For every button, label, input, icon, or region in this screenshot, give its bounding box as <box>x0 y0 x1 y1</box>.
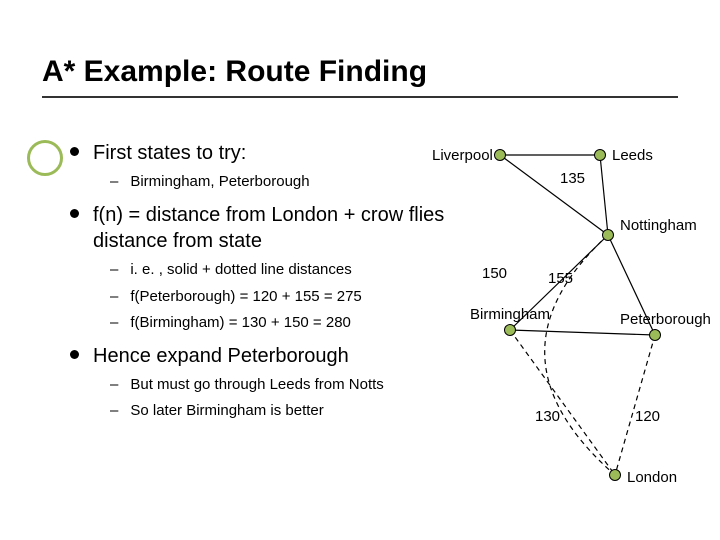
route-graph: LiverpoolLeedsNottinghamBirminghamPeterb… <box>440 130 720 510</box>
graph-edge <box>500 155 608 235</box>
graph-edge <box>600 155 608 235</box>
graph-node-london <box>609 469 621 481</box>
bullet-l1-text: First states to try: <box>93 140 246 166</box>
bullet-l1: f(n) = distance from London + crow flies… <box>70 202 450 254</box>
bullet-l2: –i. e. , solid + dotted line distances <box>110 260 450 280</box>
bullet-dot-icon <box>70 350 79 359</box>
graph-edge-label: 155 <box>548 270 573 287</box>
bullet-l1: First states to try: <box>70 140 450 166</box>
dash-icon: – <box>110 172 118 192</box>
page-title: A* Example: Route Finding <box>42 55 427 89</box>
graph-node-label: Peterborough <box>620 311 711 328</box>
graph-node-label: London <box>627 469 677 486</box>
graph-node-leeds <box>594 149 606 161</box>
bullet-l1-text: Hence expand Peterborough <box>93 343 349 369</box>
bullet-l2: –So later Birmingham is better <box>110 401 450 421</box>
graph-edge <box>615 335 655 475</box>
bullet-dot-icon <box>70 147 79 156</box>
bullet-l2-text: Birmingham, Peterborough <box>130 172 309 192</box>
bullet-l2-text: f(Birmingham) = 130 + 150 = 280 <box>130 313 351 333</box>
graph-node-birmingham <box>504 324 516 336</box>
graph-node-liverpool <box>494 149 506 161</box>
graph-node-label: Nottingham <box>620 217 697 234</box>
dash-icon: – <box>110 260 118 280</box>
bullet-l1-text: f(n) = distance from London + crow flies… <box>93 202 450 254</box>
graph-edge-label: 150 <box>482 265 507 282</box>
graph-edge <box>510 330 615 475</box>
graph-edge-label: 120 <box>635 408 660 425</box>
title-underline <box>42 96 678 98</box>
dash-icon: – <box>110 401 118 421</box>
bullet-l2: –f(Peterborough) = 120 + 155 = 275 <box>110 287 450 307</box>
graph-edge-label: 130 <box>535 408 560 425</box>
bullet-l2-text: f(Peterborough) = 120 + 155 = 275 <box>130 287 361 307</box>
dash-icon: – <box>110 375 118 395</box>
bullet-l1: Hence expand Peterborough <box>70 343 450 369</box>
graph-edge-label: 135 <box>560 170 585 187</box>
graph-node-nottingham <box>602 229 614 241</box>
bullet-l2-text: But must go through Leeds from Notts <box>130 375 383 395</box>
bullet-dot-icon <box>70 209 79 218</box>
bullet-l2: –Birmingham, Peterborough <box>110 172 450 192</box>
graph-node-peterborough <box>649 329 661 341</box>
bullet-l2: –But must go through Leeds from Notts <box>110 375 450 395</box>
bullet-l2-text: So later Birmingham is better <box>130 401 323 421</box>
bullet-content: First states to try:–Birmingham, Peterbo… <box>70 130 450 424</box>
bullet-l2: –f(Birmingham) = 130 + 150 = 280 <box>110 313 450 333</box>
graph-node-label: Birmingham <box>470 306 550 323</box>
bullet-l2-text: i. e. , solid + dotted line distances <box>130 260 351 280</box>
dash-icon: – <box>110 313 118 333</box>
dash-icon: – <box>110 287 118 307</box>
graph-node-label: Liverpool <box>432 147 493 164</box>
graph-edge <box>510 330 655 335</box>
accent-circle-icon <box>27 140 63 176</box>
graph-node-label: Leeds <box>612 147 653 164</box>
